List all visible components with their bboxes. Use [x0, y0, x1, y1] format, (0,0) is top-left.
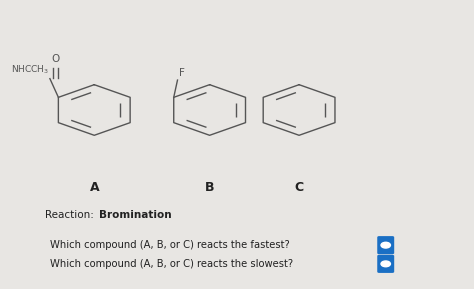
Text: Reaction:: Reaction: — [45, 210, 97, 220]
Circle shape — [381, 261, 391, 267]
Text: C: C — [294, 181, 304, 194]
Circle shape — [381, 242, 391, 248]
Text: Which compound (A, B, or C) reacts the fastest?: Which compound (A, B, or C) reacts the f… — [49, 240, 289, 250]
Text: A: A — [90, 181, 99, 194]
Text: O: O — [51, 54, 60, 64]
FancyBboxPatch shape — [377, 255, 394, 273]
Text: Which compound (A, B, or C) reacts the slowest?: Which compound (A, B, or C) reacts the s… — [49, 259, 292, 269]
Text: NHCCH$_3$: NHCCH$_3$ — [11, 64, 49, 76]
Text: B: B — [205, 181, 214, 194]
Text: Bromination: Bromination — [99, 210, 172, 220]
Text: F: F — [179, 68, 185, 78]
FancyBboxPatch shape — [377, 236, 394, 254]
